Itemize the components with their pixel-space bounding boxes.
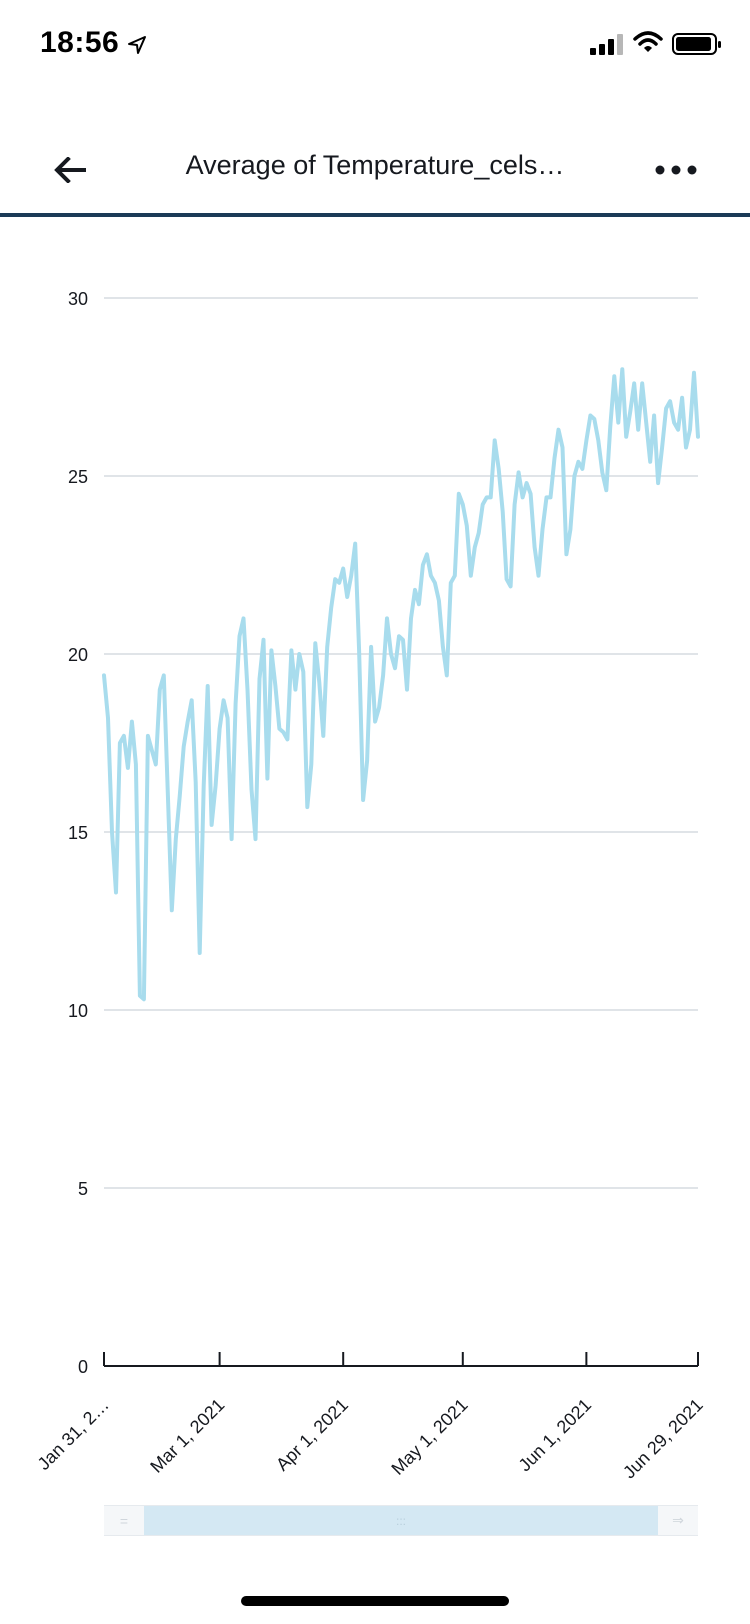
y-tick-label: 5 bbox=[78, 1179, 88, 1199]
nav-divider bbox=[0, 213, 750, 217]
x-axis: Jan 31, 2… Mar 1, 2021 Apr 1, 2021 May 1, 2… bbox=[34, 1352, 707, 1482]
x-tick-label: May 1, 2021 bbox=[387, 1395, 471, 1479]
x-tick-label: Jan 31, 2… bbox=[34, 1395, 113, 1474]
x-tick-label: Apr 1, 2021 bbox=[272, 1395, 352, 1475]
y-tick-label: 15 bbox=[68, 823, 88, 843]
x-tick-label: Mar 1, 2021 bbox=[146, 1395, 228, 1477]
x-tick-label: Jun 29, 2021 bbox=[619, 1395, 707, 1483]
y-tick-label: 10 bbox=[68, 1001, 88, 1021]
more-options-button[interactable] bbox=[646, 148, 706, 192]
location-arrow-icon bbox=[128, 36, 146, 54]
home-indicator[interactable] bbox=[241, 1596, 509, 1606]
back-button[interactable] bbox=[44, 146, 96, 194]
y-tick-label: 0 bbox=[78, 1357, 88, 1377]
date-range-slider[interactable]: = ::: ⇒ bbox=[104, 1505, 698, 1536]
status-time: 18:56 bbox=[40, 26, 120, 59]
line-chart[interactable]: 0 5 10 15 20 25 30 Jan 31, 2… Mar 1, 2021 Apr 1,… bbox=[0, 217, 750, 1507]
range-end-handle[interactable]: ⇒ bbox=[672, 1512, 684, 1528]
x-tick-label: Jun 1, 2021 bbox=[515, 1395, 596, 1476]
wifi-icon bbox=[633, 31, 663, 52]
arrow-left-icon bbox=[54, 157, 86, 183]
chart-area: 0 5 10 15 20 25 30 Jan 31, 2… Mar 1, 2021 Apr 1,… bbox=[0, 217, 750, 1507]
y-tick-label: 25 bbox=[68, 467, 88, 487]
series-line[interactable] bbox=[102, 367, 700, 1002]
more-horizontal-icon bbox=[655, 165, 697, 175]
status-bar: 18:56 bbox=[0, 0, 750, 88]
y-tick-label: 20 bbox=[68, 645, 88, 665]
battery-icon bbox=[672, 33, 721, 55]
grid-lines bbox=[104, 297, 698, 1189]
range-start-handle[interactable]: = bbox=[119, 1512, 129, 1529]
range-window[interactable]: ::: bbox=[144, 1506, 658, 1535]
cellular-signal-icon bbox=[590, 34, 623, 55]
series-layer bbox=[102, 367, 700, 1002]
y-tick-label: 30 bbox=[68, 289, 88, 309]
page-title: Average of Temperature_cels… bbox=[185, 150, 565, 180]
y-axis-labels: 0 5 10 15 20 25 30 bbox=[68, 289, 88, 1377]
nav-bar: Average of Temperature_cels… bbox=[0, 130, 750, 214]
